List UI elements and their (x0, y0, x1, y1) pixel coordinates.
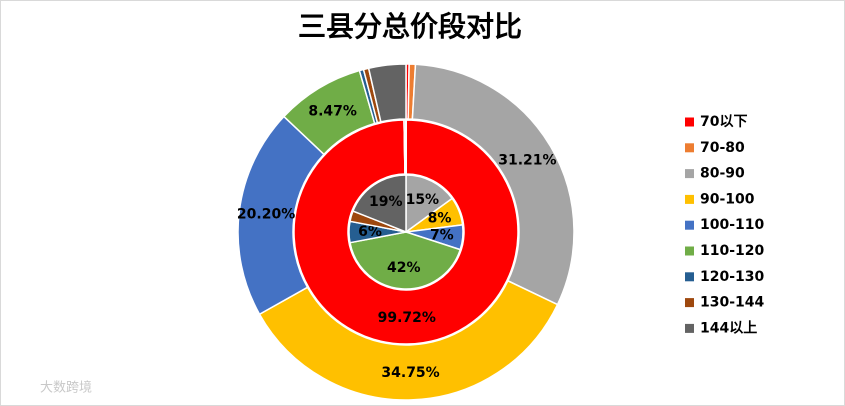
legend-label: 130-144 (700, 295, 765, 311)
chart-title: 三县分总价段对比 (298, 10, 522, 43)
data-label: 19% (369, 194, 403, 210)
ring-segment (352, 174, 407, 234)
watermark: 大数跨境 (40, 381, 92, 396)
data-label: 8% (428, 211, 452, 227)
legend-swatch (685, 298, 694, 308)
legend-label: 80-90 (700, 166, 745, 182)
data-label: 15% (406, 192, 440, 208)
data-label: 42% (387, 260, 421, 276)
legend-swatch (685, 117, 694, 127)
legend-swatch (685, 323, 694, 333)
legend-swatch (685, 143, 694, 153)
legend-label: 70以下 (700, 114, 747, 130)
legend-label: 120-130 (700, 269, 765, 285)
legend-label: 70-80 (700, 140, 745, 156)
ring-segment (258, 279, 559, 401)
legend-swatch (685, 220, 694, 230)
legend-label: 110-120 (700, 243, 765, 259)
data-label: 20.20% (237, 207, 295, 223)
ring-segment (367, 63, 407, 123)
data-label: 8.47% (308, 104, 357, 120)
ring-segment (293, 119, 519, 345)
legend-swatch (685, 194, 694, 204)
legend-swatch (685, 169, 694, 179)
ring-segment (349, 231, 462, 290)
data-label: 6% (358, 224, 382, 240)
data-label: 34.75% (381, 365, 439, 381)
ring-segment (411, 63, 575, 306)
data-label: 99.72% (378, 310, 436, 326)
ring-segment (405, 174, 454, 234)
data-label: 31.21% (498, 152, 556, 168)
data-label: 7% (430, 227, 454, 243)
legend-label: 144以上 (700, 320, 757, 336)
legend-label: 90-100 (700, 191, 755, 207)
legend-swatch (685, 272, 694, 282)
legend-swatch (685, 246, 694, 256)
legend-label: 100-110 (700, 217, 765, 233)
